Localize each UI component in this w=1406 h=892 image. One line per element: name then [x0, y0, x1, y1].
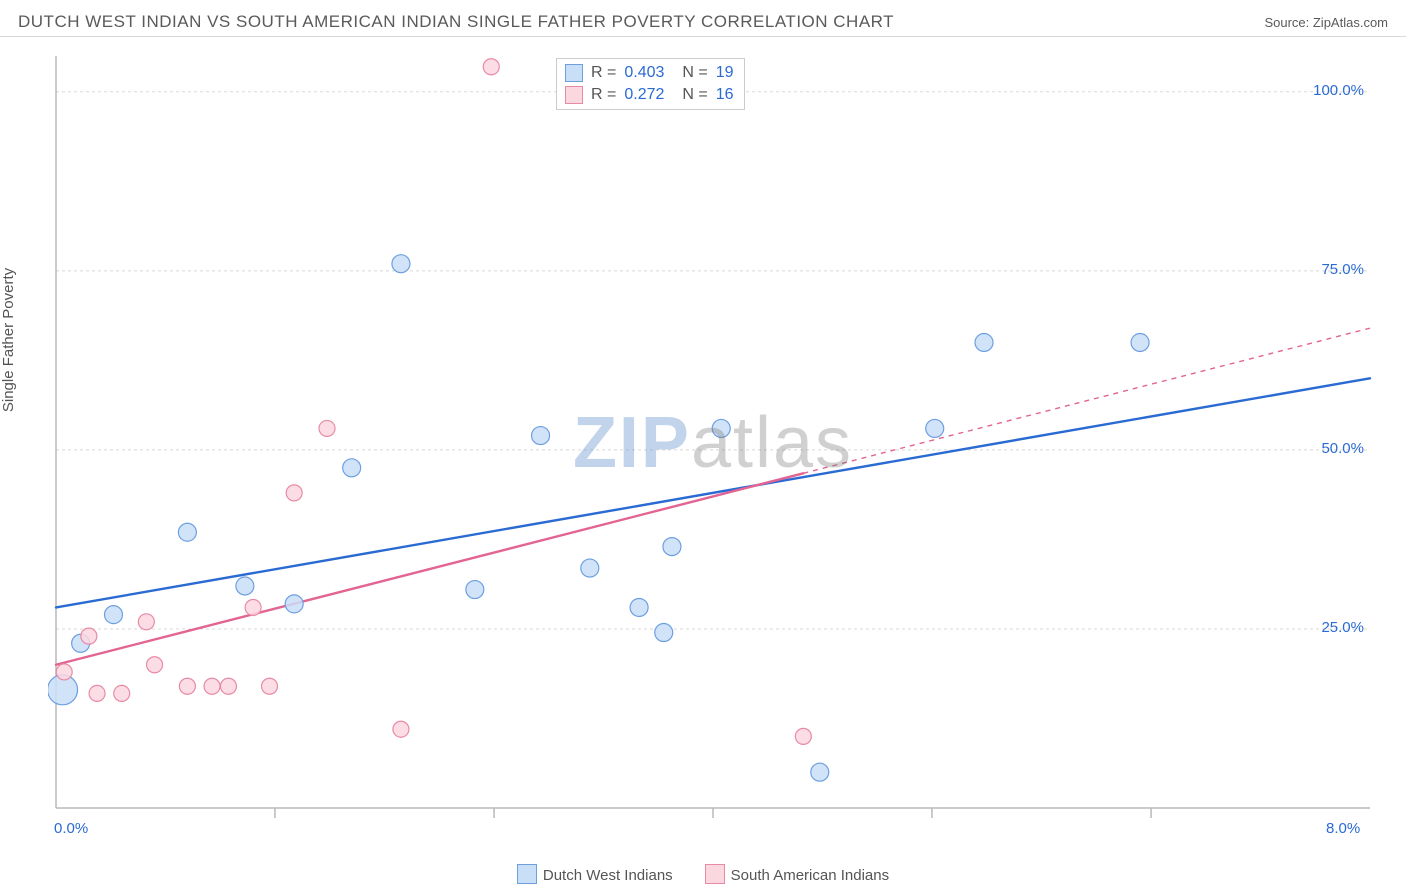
- legend-label: South American Indians: [731, 867, 889, 884]
- bottom-legend-item: South American Indians: [705, 864, 889, 884]
- stat-r-value: 0.403: [624, 62, 664, 84]
- legend-swatch: [517, 864, 537, 884]
- stat-n-value: 19: [716, 62, 734, 84]
- stat-n-value: 16: [716, 84, 734, 106]
- stat-n-label: N =: [682, 84, 707, 106]
- stat-r-value: 0.272: [624, 84, 664, 106]
- source-label: Source: ZipAtlas.com: [1264, 15, 1388, 30]
- chart-svg: [48, 48, 1378, 838]
- y-tick-label: 100.0%: [1313, 82, 1364, 99]
- legend-swatch: [565, 86, 583, 104]
- bottom-legend: Dutch West Indians South American Indians: [0, 864, 1406, 884]
- x-tick-label: 8.0%: [1326, 820, 1360, 837]
- stats-legend: R = 0.403 N = 19 R = 0.272 N = 16: [556, 58, 745, 110]
- plot-area: ZIPatlas R =0.403N =19R =0.272N =16 25.0…: [48, 48, 1378, 838]
- bottom-legend-item: Dutch West Indians: [517, 864, 673, 884]
- stats-legend-row: R = 0.403 N = 19: [565, 62, 734, 84]
- legend-swatch: [705, 864, 725, 884]
- x-tick-label: 0.0%: [54, 820, 88, 837]
- y-axis-label: Single Father Poverty: [0, 240, 17, 440]
- stat-r-label: R =: [591, 84, 616, 106]
- legend-label: Dutch West Indians: [543, 867, 673, 884]
- stat-n-label: N =: [682, 62, 707, 84]
- legend-swatch: [565, 64, 583, 82]
- chart-title: DUTCH WEST INDIAN VS SOUTH AMERICAN INDI…: [18, 12, 894, 32]
- y-tick-label: 75.0%: [1321, 261, 1364, 278]
- stat-r-label: R =: [591, 62, 616, 84]
- y-tick-label: 50.0%: [1321, 440, 1364, 457]
- y-tick-label: 25.0%: [1321, 619, 1364, 636]
- stats-legend-row: R = 0.272 N = 16: [565, 84, 734, 106]
